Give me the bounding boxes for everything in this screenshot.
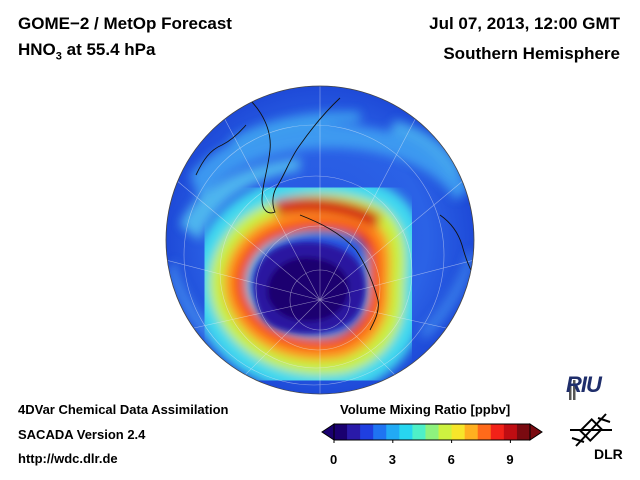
colorbar-segment	[490, 424, 505, 440]
graticule	[166, 86, 474, 394]
colorbar-tick-label: 0	[330, 452, 338, 467]
riu-logo-mark	[569, 380, 576, 400]
colorbar-segment	[464, 424, 479, 440]
pressure-level: at 55.4 hPa	[61, 40, 156, 59]
colorbar-tick-label: 3	[388, 452, 397, 467]
colorbar-tick-label: 9	[506, 452, 514, 467]
colorbar-extend-min	[321, 423, 335, 441]
colorbar-frame	[333, 423, 531, 441]
species-subscript: 3	[55, 50, 62, 63]
footer-line-1: 4DVar Chemical Data Assimilation	[18, 402, 229, 417]
colorbar-segment	[334, 424, 348, 440]
dlr-logo-mark	[570, 413, 612, 447]
footer-line-2: SACADA Version 2.4	[18, 427, 146, 442]
coastlines	[195, 97, 473, 331]
colorbar-tick-label: 6	[447, 452, 455, 467]
colorbar-label: Volume Mixing Ratio [ppbv]	[340, 402, 511, 417]
colorbar-segment	[386, 424, 400, 440]
colorbar-segment	[503, 424, 518, 440]
colorbar	[321, 423, 543, 443]
colorbar-segment	[516, 424, 531, 440]
colorbar-segment	[451, 424, 466, 440]
footer-url[interactable]: http://wdc.dlr.de	[18, 451, 118, 466]
colorbar-segment	[399, 424, 413, 440]
species-name: HNO	[18, 40, 56, 59]
colorbar-segment	[373, 424, 387, 440]
colorbar-segment	[412, 424, 426, 440]
species-level: HNO3 at 55.4 hPa	[18, 40, 155, 62]
riu-logo: RIU	[566, 372, 602, 397]
colorbar-segment	[347, 424, 361, 440]
globe-field	[166, 86, 474, 394]
hemisphere-label: Southern Hemisphere	[443, 44, 620, 63]
polar-map	[165, 85, 475, 395]
colorbar-segment	[477, 424, 492, 440]
map-title: GOME−2 / MetOp Forecast	[18, 14, 232, 33]
colorbar-segment	[425, 424, 440, 440]
colorbar-segment	[438, 424, 453, 440]
colorbar-extend-max	[529, 423, 543, 441]
forecast-date: Jul 07, 2013, 12:00 GMT	[429, 14, 620, 33]
dlr-logo: DLR	[594, 446, 623, 462]
colorbar-segment	[360, 424, 374, 440]
